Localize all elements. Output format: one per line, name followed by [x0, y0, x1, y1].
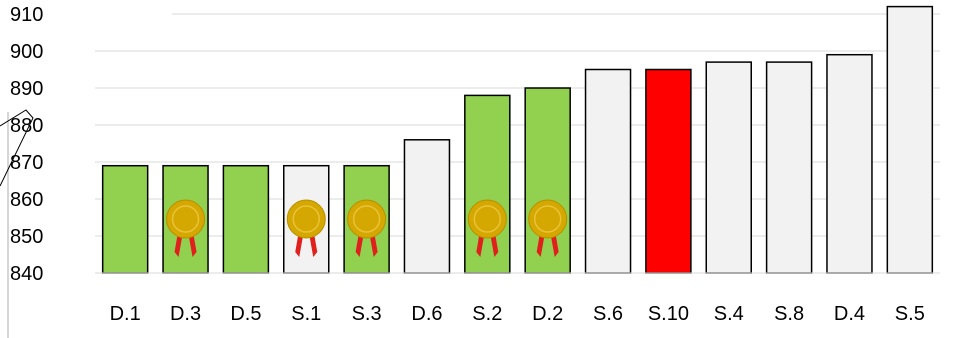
gridlines — [95, 13, 940, 237]
bar-S.2 — [464, 94, 511, 274]
y-tick-label-900: 900 — [10, 41, 43, 63]
medal-icon — [528, 199, 568, 257]
bar-D.5 — [222, 164, 270, 274]
bar-S.8 — [765, 61, 813, 274]
x-tick-label-D.6: D.6 — [411, 303, 442, 325]
callout-pointer — [0, 109, 34, 338]
y-tick-label-850: 850 — [10, 226, 43, 248]
y-tick-label-860: 860 — [10, 189, 43, 211]
x-tick-label-S.10: S.10 — [648, 303, 689, 325]
x-tick-label-S.5: S.5 — [895, 303, 925, 325]
y-tick-label-870: 870 — [10, 152, 43, 174]
medals — [166, 199, 568, 257]
bar-S.5 — [886, 5, 934, 274]
y-axis-tick-labels: 840 850 860 870 880 890 900 910 — [10, 4, 43, 285]
x-tick-label-S.2: S.2 — [472, 303, 502, 325]
x-tick-label-S.6: S.6 — [593, 303, 623, 325]
x-tick-label-S.1: S.1 — [291, 303, 321, 325]
x-tick-label-D.3: D.3 — [170, 303, 201, 325]
x-tick-label-S.3: S.3 — [352, 303, 382, 325]
x-tick-label-S.8: S.8 — [774, 303, 804, 325]
bar-D.6 — [403, 139, 451, 274]
medal-icon — [467, 199, 507, 257]
bar-S.10 — [645, 68, 692, 274]
medal-icon — [286, 199, 326, 257]
y-tick-label-910: 910 — [10, 4, 43, 26]
bar-D.1 — [101, 164, 149, 274]
y-tick-label-890: 890 — [10, 78, 43, 100]
y-tick-label-840: 840 — [10, 263, 43, 285]
x-axis-tick-labels: D.1 D.3 D.5 S.1 S.3 D.6 S.2 D.2 S.6 S.10 S.4 S.8 D.4… — [110, 303, 925, 325]
x-tick-label-D.5: D.5 — [230, 303, 261, 325]
bar-S.4 — [705, 61, 752, 274]
y-tick-label-880: 880 — [10, 115, 43, 137]
medal-icon — [347, 199, 387, 257]
x-tick-label-D.1: D.1 — [110, 303, 141, 325]
x-tick-label-D.4: D.4 — [834, 303, 865, 325]
bar-D.2 — [524, 87, 571, 274]
medal-icon — [166, 199, 206, 257]
bar-S.6 — [584, 68, 632, 274]
bar-D.4 — [826, 53, 873, 274]
x-tick-label-D.2: D.2 — [532, 303, 563, 325]
x-tick-label-S.4: S.4 — [714, 303, 744, 325]
bars — [101, 5, 934, 274]
